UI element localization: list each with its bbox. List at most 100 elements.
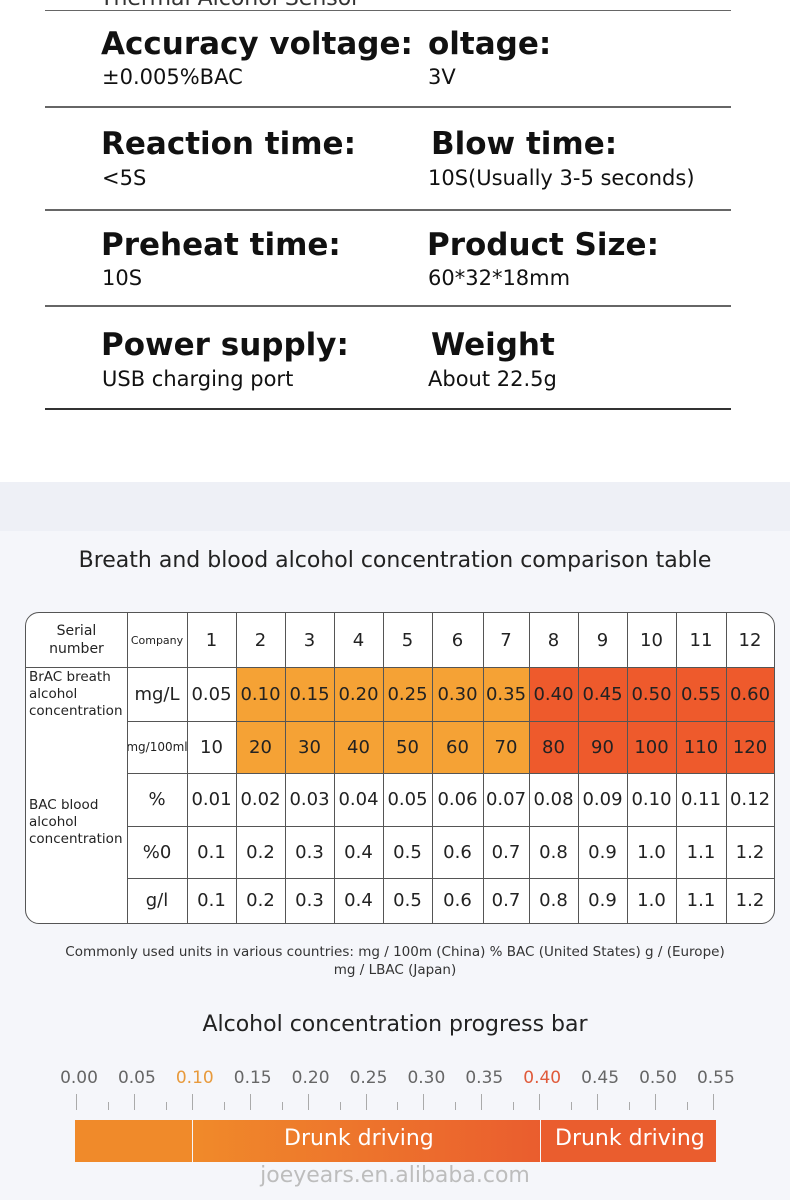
table-cell: 80 <box>529 721 578 773</box>
table-cell: 0.09 <box>582 789 623 810</box>
table-cell: 90 <box>578 721 627 773</box>
table-cell: 110 <box>676 721 726 773</box>
company-header: Company <box>130 633 184 647</box>
units-note: Commonly used units in various countries… <box>65 944 725 960</box>
spec-value: ±0.005%BAC <box>102 65 243 89</box>
grid-line <box>236 613 237 923</box>
scale-tick <box>423 1094 425 1110</box>
serial-header-cell: 12 <box>738 629 762 651</box>
table-cell: 0.35 <box>483 667 529 721</box>
spec-label: Weight <box>431 327 555 363</box>
scale-tick-label: 0.40 <box>523 1068 562 1088</box>
scale-tick <box>712 1094 714 1110</box>
spec-value: 60*32*18mm <box>428 266 571 290</box>
grid-line <box>127 721 774 722</box>
serial-header-cell: 7 <box>500 629 512 651</box>
table-cell: 0.11 <box>680 789 722 810</box>
scale-tick <box>76 1094 77 1110</box>
table-cell: 0.15 <box>285 667 334 721</box>
units-note-japan: mg / LBAC (Japan) <box>333 962 457 978</box>
scale-tick <box>365 1094 367 1110</box>
scale-tick-label: 0.30 <box>407 1068 446 1088</box>
scale-tick-label: 0.00 <box>60 1068 98 1088</box>
spec-label: oltage: <box>428 26 552 62</box>
scale-tick-label: 0.15 <box>233 1068 272 1088</box>
scale-tick-label: 0.55 <box>696 1068 735 1088</box>
grid-line <box>334 613 335 923</box>
grid-line <box>676 613 677 923</box>
scale-minor-tick <box>513 1102 515 1110</box>
grid-line <box>26 667 774 668</box>
table-cell: 0.25 <box>383 667 432 721</box>
comparison-table: Serial number Company 1 2 3 4 5 6 7 8 9 10 11 12 BrAC … <box>25 612 775 924</box>
serial-header-cell: 4 <box>352 629 365 651</box>
scale-minor-tick <box>339 1102 341 1110</box>
table-cell: 0.5 <box>393 890 422 911</box>
scale-tick-label: 0.50 <box>639 1068 677 1088</box>
scale-minor-tick <box>397 1102 399 1110</box>
scale-tick-label: 0.10 <box>175 1068 214 1088</box>
serial-header-cell: 10 <box>640 629 663 651</box>
serial-header-cell: 6 <box>451 629 464 651</box>
spec-value: USB charging port <box>102 367 294 391</box>
grid-line <box>187 613 188 923</box>
spec-value: <5S <box>102 166 147 190</box>
scale-tick <box>655 1094 656 1110</box>
table-cell: 0.7 <box>491 890 521 911</box>
table-cell: 0.3 <box>295 890 324 911</box>
spec-value: 10S(Usually 3-5 seconds) <box>428 166 695 190</box>
progress-label-drunk-high: Drunk driving <box>555 1126 705 1151</box>
table-cell: 0.4 <box>344 841 373 863</box>
divider <box>45 10 731 11</box>
serial-header-cell: 8 <box>547 629 560 651</box>
table-cell: 0.07 <box>485 789 527 810</box>
spec-value: About 22.5g <box>428 367 557 391</box>
spec-label: Accuracy voltage: <box>101 26 413 62</box>
table-cell: 0.60 <box>726 667 774 721</box>
scale-tick <box>249 1094 251 1110</box>
table-cell: 1.1 <box>686 890 716 911</box>
scale-tick <box>481 1094 483 1110</box>
scale-minor-tick <box>107 1102 109 1110</box>
unit-cell: mg/L <box>134 683 180 705</box>
table-cell: 100 <box>627 721 676 773</box>
divider <box>45 305 731 307</box>
spec-top-partial: Thermal Alcohol Sensor <box>100 0 360 11</box>
table-cell: 0.55 <box>676 667 726 721</box>
unit-cell: % <box>148 789 166 810</box>
grid-line <box>127 826 774 827</box>
serial-header-cell: 2 <box>254 629 267 651</box>
grid-line <box>483 613 484 923</box>
spec-label: Preheat time: <box>101 227 341 263</box>
table-cell: 0.9 <box>588 841 617 863</box>
progress-title: Alcohol concentration progress bar <box>202 1012 588 1037</box>
grid-line <box>285 613 286 923</box>
table-cell: 60 <box>432 721 483 773</box>
serial-header-cell: 11 <box>689 629 713 651</box>
grid-line <box>627 613 628 923</box>
serial-header-cell: 1 <box>205 629 218 651</box>
table-cell: 0.3 <box>295 841 324 863</box>
table-cell: 1.0 <box>637 841 666 863</box>
table-cell: 0.2 <box>246 890 275 911</box>
grid-line <box>127 878 774 879</box>
unit-cell: g/l <box>145 890 169 911</box>
bac-label: BAC blood alcohol concentration <box>29 796 123 847</box>
grid-line <box>578 613 579 923</box>
scale-tick-label: 0.45 <box>581 1068 620 1088</box>
table-cell: 0.1 <box>197 841 226 863</box>
table-cell: 50 <box>383 721 432 773</box>
table-cell: 0.5 <box>393 841 422 863</box>
table-cell: 1.1 <box>686 841 716 863</box>
table-cell: 0.08 <box>533 789 574 810</box>
progress-segment-drunk <box>193 1120 540 1162</box>
table-cell: 0.4 <box>344 890 373 911</box>
unit-cell: %0 <box>142 841 172 863</box>
table-cell: 0.20 <box>334 667 383 721</box>
table-cell: 0.06 <box>437 789 478 810</box>
serial-header-cell: 5 <box>401 629 414 651</box>
serial-header-cell: 3 <box>303 629 316 651</box>
scale-tick <box>307 1094 309 1110</box>
scale-minor-tick <box>281 1102 283 1110</box>
table-cell: 0.05 <box>191 683 232 705</box>
